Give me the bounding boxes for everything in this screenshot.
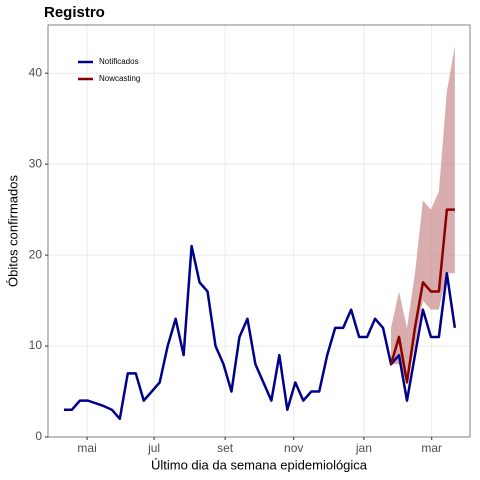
x-tick-label: set (217, 441, 234, 455)
series-line (389, 208, 455, 384)
y-tick-label: 40 (29, 65, 43, 79)
y-tick-label: 10 (29, 338, 43, 352)
plot-background (48, 25, 470, 437)
x-tick-label: nov (284, 441, 303, 455)
y-tick-label: 0 (35, 429, 42, 443)
series-line (63, 244, 457, 421)
y-axis-label: Óbitos confirmados (5, 175, 20, 287)
x-tick-label: mar (421, 441, 442, 455)
plot-border (47, 24, 471, 438)
x-axis-label: Último dia da semana epidemiológica (151, 457, 368, 472)
legend-label: Nowcasting (99, 74, 140, 83)
legend-label: Notificados (99, 57, 139, 66)
y-tick-label: 20 (29, 247, 43, 261)
x-tick-label: jan (355, 441, 372, 455)
chart-title: Registro (44, 4, 105, 21)
y-tick-label: 30 (29, 156, 43, 170)
nowcast-band (391, 45, 455, 383)
x-tick-label: jul (147, 441, 160, 455)
x-tick-label: mai (77, 441, 96, 455)
